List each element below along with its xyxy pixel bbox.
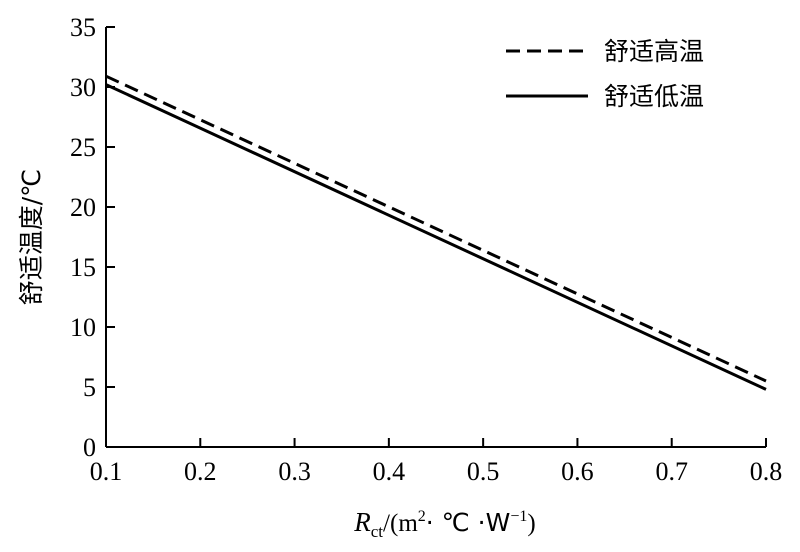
- series-layer: [105, 74, 767, 391]
- x-axis-sup-neg1: −1: [510, 508, 527, 525]
- x-axis-title: Rct/(m2· ℃ ·W−1): [353, 507, 535, 541]
- x-tick-label: 0.1: [90, 457, 123, 486]
- legend-label-high: 舒适高温: [604, 37, 704, 66]
- x-axis-subscript: ct: [371, 522, 384, 541]
- x-axis-unit-mid: · ℃ ·W: [426, 508, 511, 537]
- y-tick-label: 20: [70, 193, 96, 222]
- y-tick-label: 35: [70, 13, 96, 42]
- x-tick-label: 0.3: [278, 457, 311, 486]
- x-tick-label: 0.8: [750, 457, 783, 486]
- y-ticks: 0 5 10 15 20 25 30 35: [70, 13, 115, 462]
- x-ticks: 0.1 0.2 0.3 0.4 0.5 0.6 0.7 0.8: [90, 438, 783, 486]
- y-tick-label: 5: [83, 373, 96, 402]
- x-tick-label: 0.5: [467, 457, 500, 486]
- legend: 舒适高温 舒适低温: [506, 37, 704, 111]
- y-axis-title: 舒适温度/℃: [17, 169, 46, 306]
- x-tick-label: 0.2: [184, 457, 217, 486]
- legend-label-low: 舒适低温: [604, 82, 704, 111]
- y-tick-label: 30: [70, 73, 96, 102]
- series-line-low: [105, 83, 767, 391]
- x-tick-label: 0.7: [655, 457, 688, 486]
- y-tick-label: 25: [70, 133, 96, 162]
- x-axis-sup2: 2: [418, 508, 426, 525]
- axes: [105, 27, 766, 448]
- y-tick-label: 10: [70, 313, 96, 342]
- x-tick-label: 0.6: [561, 457, 594, 486]
- x-tick-label: 0.4: [373, 457, 406, 486]
- x-axis-unit-close: ): [527, 510, 535, 537]
- series-line-high: [105, 74, 767, 383]
- x-axis-symbol: R: [353, 507, 371, 537]
- x-axis-unit-open: /(m: [383, 510, 418, 537]
- y-tick-label: 15: [70, 253, 96, 282]
- y-tick-label: 0: [83, 433, 96, 462]
